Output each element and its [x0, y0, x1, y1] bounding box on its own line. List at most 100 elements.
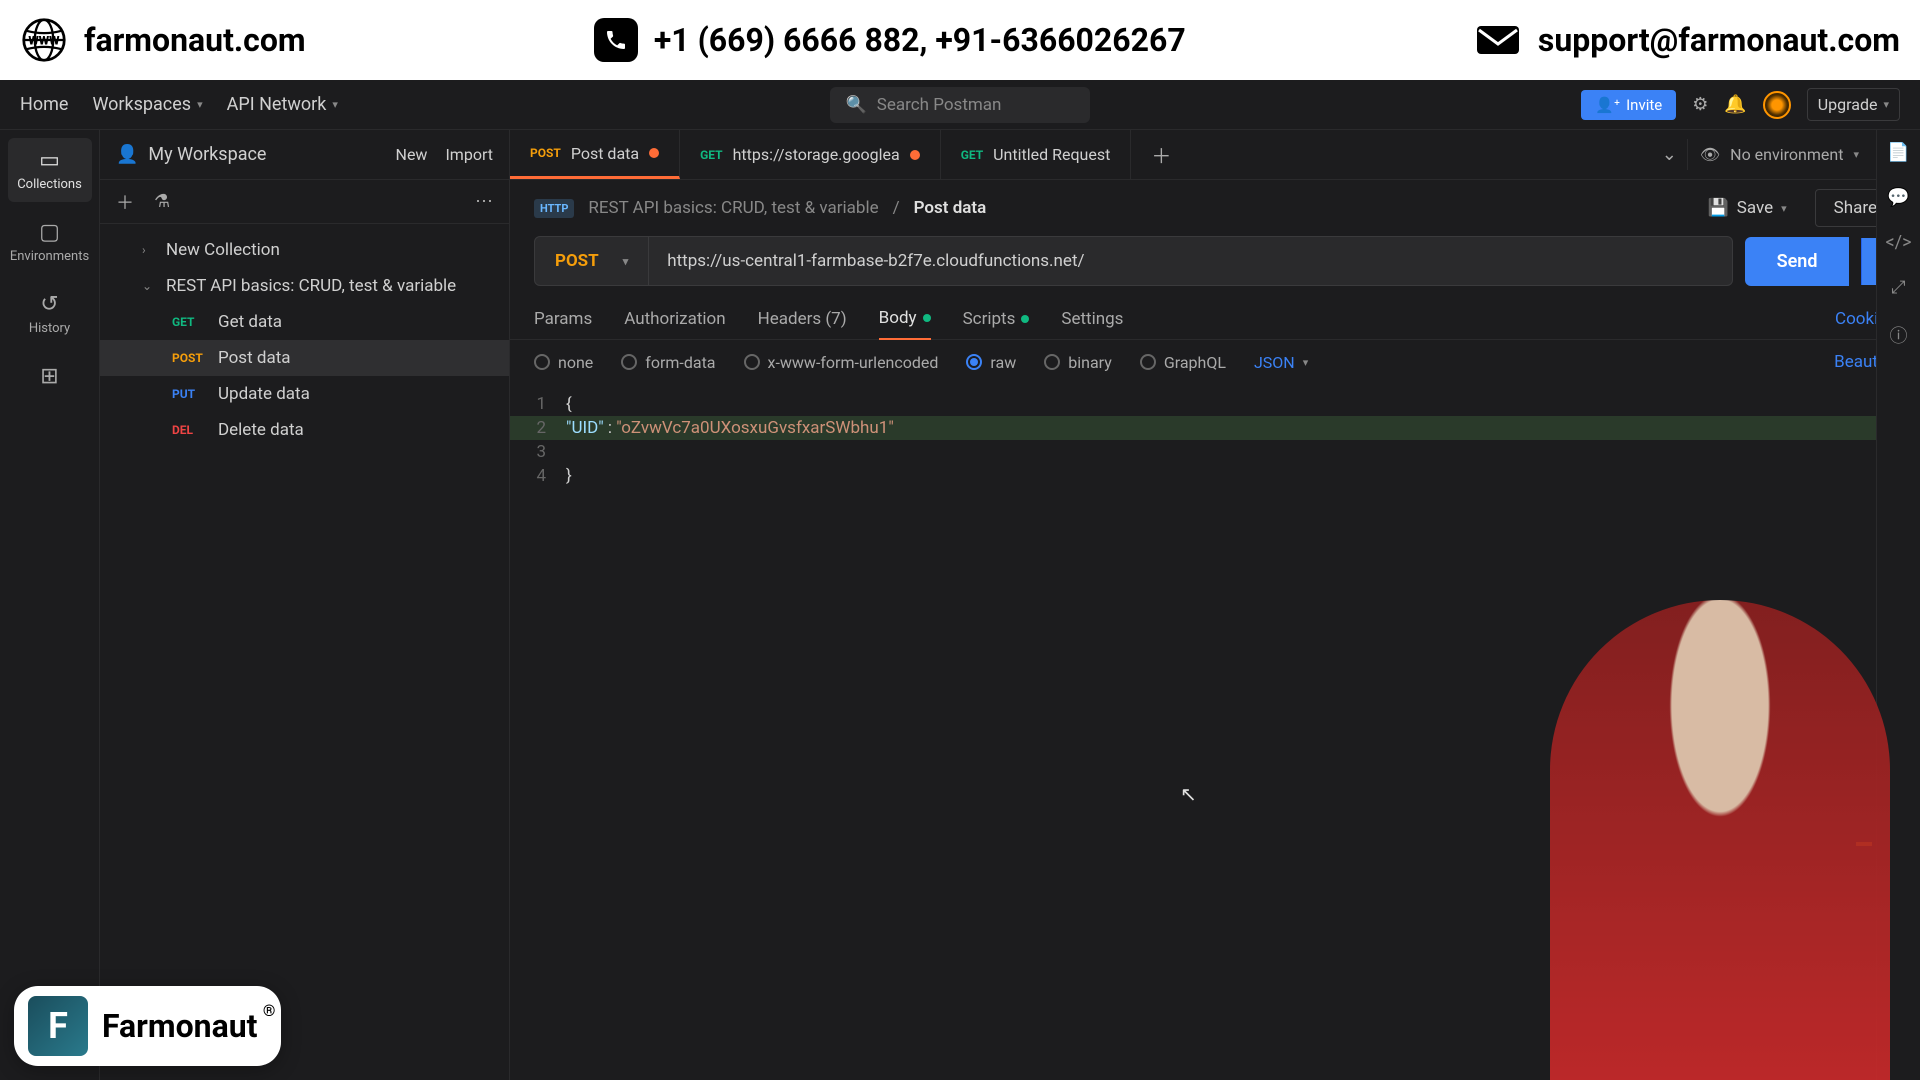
tab-label: Post data — [571, 144, 639, 163]
svg-text:WWW: WWW — [28, 34, 60, 48]
presenter-overlay — [1550, 600, 1890, 1080]
radio-xwww[interactable]: x-www-form-urlencoded — [744, 353, 939, 372]
filter-icon[interactable]: ⚗ — [154, 191, 170, 212]
tab-scripts[interactable]: Scripts — [963, 299, 1030, 339]
tree-get-data[interactable]: GET Get data — [100, 304, 509, 340]
info-icon[interactable]: ⓘ — [1890, 322, 1908, 348]
banner-phone: +1 (669) 6666 882, +91-6366026267 — [654, 21, 1186, 59]
search-input[interactable]: 🔍 Search Postman — [830, 87, 1090, 123]
tab-storage-google[interactable]: GET https://storage.googlea — [680, 130, 941, 179]
more-icon[interactable]: ⋯ — [475, 191, 493, 212]
tree-post-label: Post data — [218, 348, 291, 368]
eye-icon: 👁 — [1700, 145, 1720, 164]
tree-post-data[interactable]: POST Post data — [100, 340, 509, 376]
method-select[interactable]: POST ▾ — [534, 236, 649, 286]
env-label: No environment — [1730, 145, 1843, 164]
grid-icon: ⊞ — [40, 364, 58, 389]
radio-binary-label: binary — [1068, 353, 1112, 372]
tree-put-data[interactable]: PUT Update data — [100, 376, 509, 412]
tab-untitled[interactable]: GET Untitled Request — [941, 130, 1132, 179]
phone-icon — [594, 18, 638, 62]
tab-post-data[interactable]: POST Post data — [510, 130, 680, 179]
code-line: 4 } — [510, 464, 1920, 488]
add-icon[interactable]: ＋ — [116, 189, 134, 215]
line-number: 3 — [510, 442, 566, 462]
import-button[interactable]: Import — [445, 145, 493, 164]
chevron-down-icon: ▾ — [332, 98, 338, 111]
code-punc: : — [604, 418, 617, 438]
radio-graphql[interactable]: GraphQL — [1140, 353, 1226, 372]
tree-del-label: Delete data — [218, 420, 304, 440]
nav-bar: Home Workspaces▾ API Network ▾ 🔍 Search P… — [0, 80, 1920, 130]
environment-select[interactable]: 👁 No environment ▾ — [1687, 139, 1871, 170]
json-label: JSON — [1254, 353, 1295, 372]
tab-body[interactable]: Body — [879, 298, 931, 340]
tabs-chevron-icon[interactable]: ⌄ — [1652, 144, 1687, 165]
code-empty — [566, 442, 1920, 462]
chevron-down-icon: ▾ — [1853, 148, 1859, 161]
nav-api-network[interactable]: API Network ▾ — [227, 94, 338, 115]
tree-rest-api-label: REST API basics: CRUD, test & variable — [166, 276, 456, 296]
line-number: 1 — [510, 394, 566, 414]
url-input[interactable]: https://us-central1-farmbase-b2f7e.cloud… — [649, 236, 1732, 286]
docs-icon[interactable]: 📄 — [1887, 142, 1909, 163]
line-number: 2 — [510, 418, 566, 438]
history-icon: ↺ — [40, 292, 58, 317]
active-dot-icon — [1021, 315, 1029, 323]
nav-home[interactable]: Home — [20, 94, 68, 115]
radio-none[interactable]: none — [534, 353, 593, 372]
new-button[interactable]: New — [396, 145, 428, 164]
rail-history[interactable]: ↺ History — [8, 282, 92, 346]
active-dot-icon — [923, 314, 931, 322]
nav-workspaces-label: Workspaces — [92, 94, 191, 115]
breadcrumb-parent[interactable]: REST API basics: CRUD, test & variable — [588, 198, 878, 218]
comments-icon[interactable]: 💬 — [1887, 187, 1909, 208]
send-button[interactable]: Send — [1745, 237, 1850, 286]
nav-api-network-label: API Network — [227, 94, 327, 115]
code-editor[interactable]: 1 { 2 "UID" : "oZvwVc7a0UXosxuGvsfxarSWb… — [510, 384, 1920, 496]
upgrade-button[interactable]: Upgrade ▾ — [1807, 88, 1900, 121]
tab-scripts-label: Scripts — [963, 309, 1016, 329]
rail-environments[interactable]: ▢ Environments — [8, 210, 92, 274]
radio-raw[interactable]: raw — [966, 353, 1016, 372]
code-string: "oZvwVc7a0UXosxuGvsfxarSWbhu1" — [616, 418, 894, 438]
invite-button[interactable]: 👤⁺ Invite — [1581, 90, 1676, 120]
method-put-badge: PUT — [172, 387, 208, 401]
tree-rest-api[interactable]: ⌄ REST API basics: CRUD, test & variable — [100, 268, 509, 304]
unsaved-dot-icon — [649, 148, 659, 158]
tab-headers[interactable]: Headers (7) — [758, 299, 847, 339]
body-format-select[interactable]: JSON ▾ — [1254, 353, 1308, 372]
method-del-badge: DEL — [172, 423, 208, 437]
method-post-badge: POST — [172, 351, 208, 365]
radio-icon — [621, 354, 637, 370]
nav-workspaces[interactable]: Workspaces▾ — [92, 94, 202, 115]
rail-collections[interactable]: ▭ Collections — [8, 138, 92, 202]
breadcrumb-sep: / — [893, 198, 900, 218]
tree-del-data[interactable]: DEL Delete data — [100, 412, 509, 448]
bell-icon[interactable]: 🔔 — [1724, 94, 1746, 115]
code-icon[interactable]: </> — [1886, 232, 1912, 253]
chevron-down-icon: ▾ — [1303, 356, 1309, 369]
tab-method-get: GET — [700, 148, 722, 162]
expand-icon[interactable]: ⤢ — [1891, 277, 1905, 298]
sidebar: 👤 My Workspace New Import ＋ ⚗ ⋯ › New Co… — [100, 130, 510, 1080]
tab-params[interactable]: Params — [534, 299, 592, 339]
tab-label: https://storage.googlea — [733, 145, 900, 164]
crumb-actions: 💾 Save ▾ Share — [1696, 189, 1896, 227]
tab-settings[interactable]: Settings — [1061, 299, 1123, 339]
tree-new-collection[interactable]: › New Collection — [100, 232, 509, 268]
code-token: { — [566, 394, 572, 414]
radio-form-data[interactable]: form-data — [621, 353, 715, 372]
body-type-row: none form-data x-www-form-urlencoded raw… — [510, 340, 1920, 384]
save-button[interactable]: 💾 Save ▾ — [1696, 192, 1799, 224]
radio-binary[interactable]: binary — [1044, 353, 1112, 372]
add-tab-button[interactable]: ＋ — [1131, 140, 1191, 169]
rail-more[interactable]: ⊞ — [8, 354, 92, 399]
settings-icon[interactable]: ⚙ — [1692, 94, 1708, 115]
avatar[interactable] — [1763, 91, 1791, 119]
workspace-title[interactable]: 👤 My Workspace — [116, 144, 266, 165]
tab-authorization[interactable]: Authorization — [624, 299, 725, 339]
chevron-down-icon: ▾ — [1781, 202, 1787, 215]
mail-icon — [1474, 16, 1522, 64]
banner-domain-group: WWW farmonaut.com — [20, 16, 306, 64]
